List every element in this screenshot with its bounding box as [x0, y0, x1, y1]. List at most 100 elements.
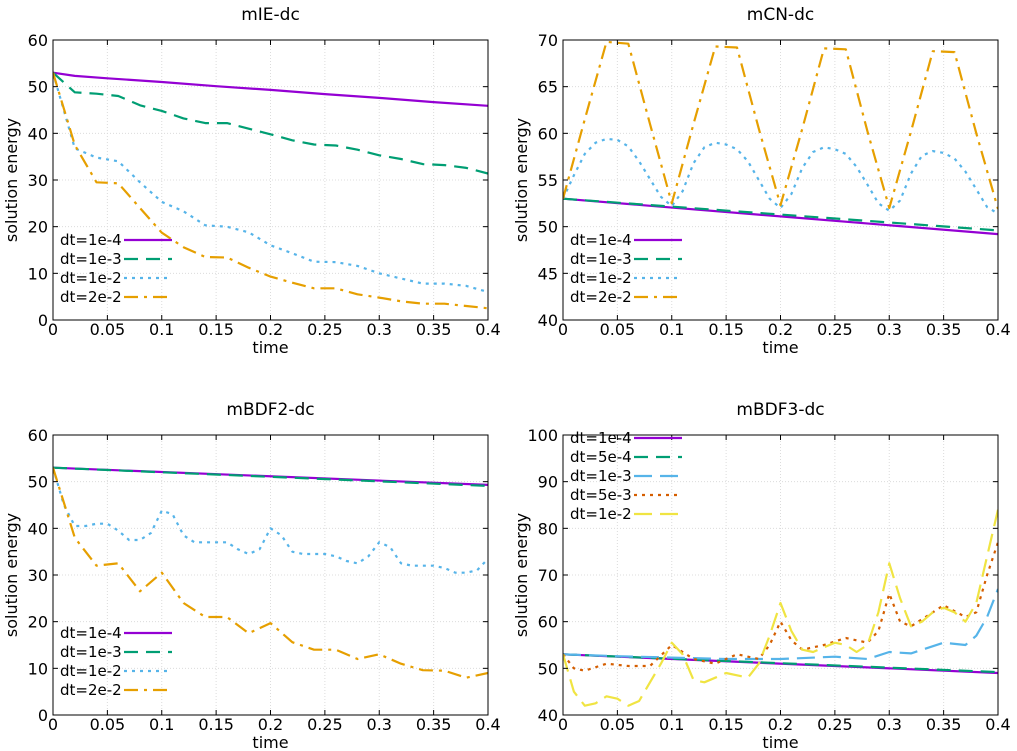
x-tick-label: 0.3: [367, 715, 392, 734]
y-tick-label: 40: [28, 124, 48, 143]
x-tick-label: 0.1: [659, 320, 684, 339]
x-tick-label: 0.05: [600, 715, 636, 734]
y-axis-label: solution energy: [512, 513, 531, 637]
legend-label: dt=1e-2: [570, 505, 632, 523]
chart-panel-2: 0 0.05 0.1 0.15 0.2 0.25 0.3 0.35 0.4 40 45 50 55 60 6…: [512, 5, 1011, 357]
series-line-3: [563, 588, 998, 661]
y-tick-label: 40: [28, 519, 48, 538]
x-tick-label: 0.3: [877, 715, 902, 734]
series-line-1: [53, 71, 488, 107]
y-tick-label: 55: [538, 171, 558, 190]
y-tick-label: 60: [28, 31, 48, 50]
legend-label: dt=1e-3: [570, 467, 632, 485]
x-tick-label: 0.1: [659, 715, 684, 734]
x-tick-label: 0.35: [416, 320, 452, 339]
chart-panel-1: 0 0.05 0.1 0.15 0.2 0.25 0.3 0.35 0.4 0 10 20 30 40 50…: [2, 5, 501, 357]
y-tick-label: 50: [538, 659, 558, 678]
x-tick-label: 0.35: [416, 715, 452, 734]
chart-panel-4: 0 0.05 0.1 0.15 0.2 0.25 0.3 0.35 0.4 40 50 60 70 80 9…: [512, 400, 1011, 751]
series-line-5: [563, 509, 998, 707]
x-axis-label: time: [762, 338, 798, 357]
y-tick-label: 80: [538, 519, 558, 538]
series-line-3: [563, 137, 998, 215]
legend-label: dt=1e-4: [60, 624, 122, 642]
y-tick-label: 70: [538, 566, 558, 585]
x-tick-label: 0.15: [708, 320, 744, 339]
legend-label: dt=1e-4: [60, 231, 122, 249]
y-tick-label: 90: [538, 473, 558, 492]
y-tick-label: 60: [538, 124, 558, 143]
y-tick-label: 60: [538, 613, 558, 632]
x-tick-label: 0.05: [90, 715, 126, 734]
y-tick-label: 10: [28, 659, 48, 678]
x-tick-label: 0.4: [985, 715, 1010, 734]
y-axis-label: solution energy: [512, 118, 531, 242]
y-tick-label: 50: [28, 473, 48, 492]
legend-label: dt=1e-3: [60, 250, 122, 268]
x-tick-label: 0.35: [926, 320, 962, 339]
y-tick-label: 70: [538, 31, 558, 50]
legend-label: dt=1e-4: [570, 429, 632, 447]
x-tick-label: 0.3: [877, 320, 902, 339]
y-tick-label: 30: [28, 566, 48, 585]
x-axis-label: time: [252, 733, 288, 751]
legend-label: dt=2e-2: [60, 288, 122, 306]
x-tick-label: 0: [558, 320, 568, 339]
legend-label: dt=2e-2: [60, 681, 122, 699]
x-axis-label: time: [252, 338, 288, 357]
x-tick-label: 0.35: [926, 715, 962, 734]
legend-label: dt=1e-3: [570, 250, 632, 268]
series-line-4: [53, 72, 488, 310]
x-tick-label: 0.4: [475, 715, 500, 734]
legend-label: dt=1e-2: [570, 269, 632, 287]
x-tick-label: 0.2: [768, 320, 793, 339]
x-axis-label: time: [762, 733, 798, 751]
series-line-4: [563, 40, 998, 210]
x-tick-label: 0.15: [198, 715, 234, 734]
x-tick-label: 0.25: [307, 715, 343, 734]
x-tick-label: 0.25: [817, 715, 853, 734]
series-line-2: [53, 71, 488, 175]
y-tick-label: 0: [38, 311, 48, 330]
y-tick-label: 60: [28, 426, 48, 445]
y-tick-label: 0: [38, 706, 48, 725]
chart-title: mBDF3-dc: [736, 400, 824, 420]
x-tick-label: 0.2: [258, 715, 283, 734]
legend-label: dt=5e-4: [570, 448, 632, 466]
x-tick-label: 0.4: [985, 320, 1010, 339]
x-tick-label: 0.25: [307, 320, 343, 339]
series-line-2: [53, 466, 488, 487]
legend-label: dt=5e-3: [570, 486, 632, 504]
x-tick-label: 0.05: [90, 320, 126, 339]
x-tick-label: 0: [558, 715, 568, 734]
y-axis-label: solution energy: [2, 118, 21, 242]
y-tick-label: 20: [28, 218, 48, 237]
y-tick-label: 50: [538, 218, 558, 237]
legend-label: dt=1e-2: [60, 269, 122, 287]
x-tick-label: 0: [48, 320, 58, 339]
y-tick-label: 30: [28, 171, 48, 190]
x-tick-label: 0.1: [149, 715, 174, 734]
legend-label: dt=1e-2: [60, 662, 122, 680]
x-tick-label: 0.15: [708, 715, 744, 734]
y-tick-label: 10: [28, 264, 48, 283]
x-tick-label: 0: [48, 715, 58, 734]
series-line-4: [53, 467, 488, 679]
y-tick-label: 100: [527, 426, 558, 445]
y-tick-label: 65: [538, 78, 558, 97]
x-tick-label: 0.15: [198, 320, 234, 339]
x-tick-label: 0.2: [258, 320, 283, 339]
chart-title: mCN-dc: [747, 5, 814, 25]
x-tick-label: 0.25: [817, 320, 853, 339]
legend-label: dt=2e-2: [570, 288, 632, 306]
series-line-2: [563, 653, 998, 674]
x-tick-label: 0.05: [600, 320, 636, 339]
chart-panel-3: 0 0.05 0.1 0.15 0.2 0.25 0.3 0.35 0.4 0 10 20 30 40 50…: [2, 400, 501, 751]
x-tick-label: 0.3: [367, 320, 392, 339]
chart-title: mBDF2-dc: [226, 400, 314, 420]
x-tick-label: 0.2: [768, 715, 793, 734]
x-tick-label: 0.4: [475, 320, 500, 339]
legend-label: dt=1e-4: [570, 231, 632, 249]
y-tick-label: 50: [28, 78, 48, 97]
